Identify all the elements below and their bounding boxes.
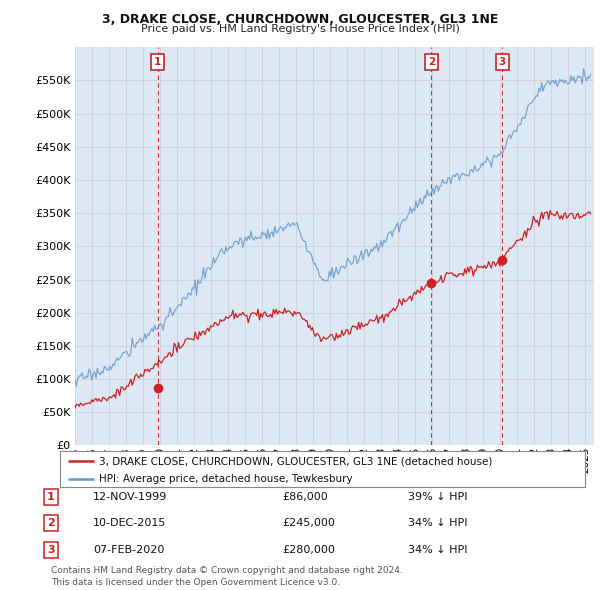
Text: 12-NOV-1999: 12-NOV-1999 [93, 492, 167, 502]
Text: 10-DEC-2015: 10-DEC-2015 [93, 519, 166, 528]
Text: 3, DRAKE CLOSE, CHURCHDOWN, GLOUCESTER, GL3 1NE (detached house): 3, DRAKE CLOSE, CHURCHDOWN, GLOUCESTER, … [100, 456, 493, 466]
Text: HPI: Average price, detached house, Tewkesbury: HPI: Average price, detached house, Tewk… [100, 474, 353, 484]
Text: 34% ↓ HPI: 34% ↓ HPI [408, 519, 467, 528]
Text: 2: 2 [428, 57, 435, 67]
Text: 1: 1 [47, 492, 55, 502]
Text: 34% ↓ HPI: 34% ↓ HPI [408, 545, 467, 555]
Text: £245,000: £245,000 [282, 519, 335, 528]
Text: 3, DRAKE CLOSE, CHURCHDOWN, GLOUCESTER, GL3 1NE: 3, DRAKE CLOSE, CHURCHDOWN, GLOUCESTER, … [102, 13, 498, 26]
Text: 39% ↓ HPI: 39% ↓ HPI [408, 492, 467, 502]
Text: Price paid vs. HM Land Registry's House Price Index (HPI): Price paid vs. HM Land Registry's House … [140, 24, 460, 34]
Text: £86,000: £86,000 [282, 492, 328, 502]
Text: 3: 3 [499, 57, 506, 67]
Text: £280,000: £280,000 [282, 545, 335, 555]
Text: 3: 3 [47, 545, 55, 555]
Text: 1: 1 [154, 57, 161, 67]
Text: 07-FEB-2020: 07-FEB-2020 [93, 545, 164, 555]
Text: 2: 2 [47, 519, 55, 528]
Text: Contains HM Land Registry data © Crown copyright and database right 2024.
This d: Contains HM Land Registry data © Crown c… [51, 566, 403, 587]
